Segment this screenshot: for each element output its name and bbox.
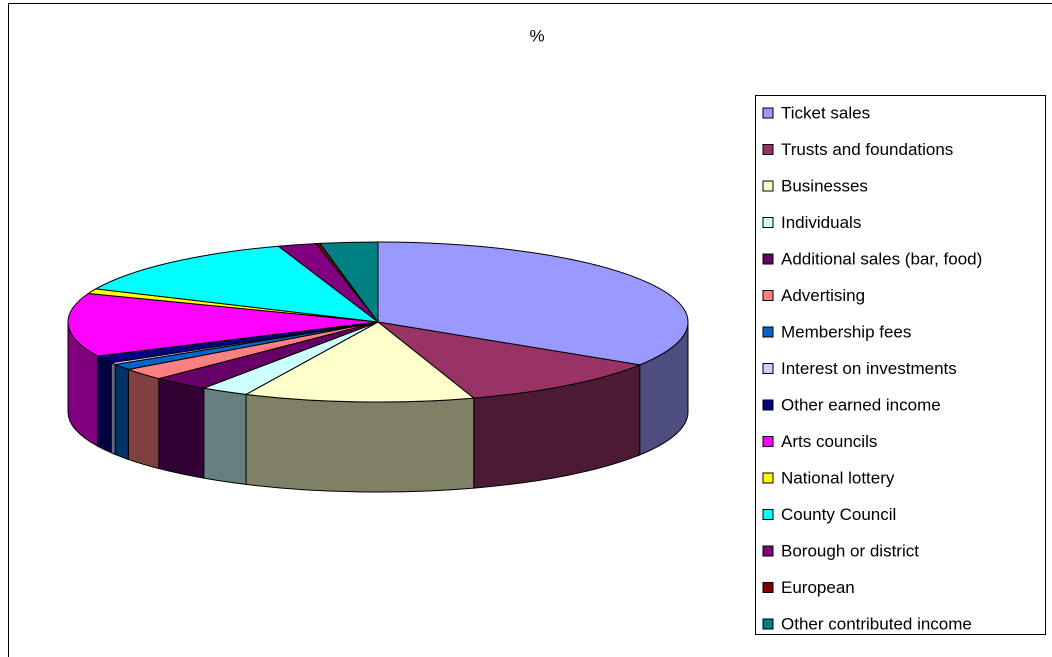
legend-label: Borough or district xyxy=(781,541,919,560)
legend-label: National lottery xyxy=(781,468,895,487)
legend-swatch xyxy=(762,180,774,192)
legend-swatch xyxy=(762,618,774,630)
legend-label: Interest on investments xyxy=(781,359,957,378)
legend-label: Other earned income xyxy=(781,395,941,414)
slice-side xyxy=(203,387,247,485)
slice-side xyxy=(110,361,116,456)
legend-swatch xyxy=(762,253,774,265)
legend-label: Additional sales (bar, food) xyxy=(781,249,982,268)
legend-swatch xyxy=(762,399,774,411)
legend-swatch xyxy=(762,472,774,484)
legend-label: Other contributed income xyxy=(781,614,972,633)
legend-label: Businesses xyxy=(781,176,868,195)
legend-label: Advertising xyxy=(781,286,865,305)
slice xyxy=(94,245,380,323)
slice-side xyxy=(127,368,160,470)
legend-swatch xyxy=(762,545,774,557)
slice xyxy=(318,241,379,324)
slice xyxy=(244,321,476,403)
legend-swatch xyxy=(762,217,774,228)
legend: Ticket sales Trusts and foundations Busine… xyxy=(762,103,982,633)
chart-title: % xyxy=(529,26,544,45)
slice xyxy=(377,241,689,366)
legend-swatch xyxy=(762,436,774,447)
legend-label: Arts councils xyxy=(781,432,877,451)
legend-swatch xyxy=(762,290,774,301)
slice xyxy=(376,321,642,399)
slice-side xyxy=(97,355,112,454)
legend-label: Ticket sales xyxy=(781,103,870,122)
slice-side xyxy=(158,377,205,479)
legend-swatch xyxy=(762,144,774,155)
slice xyxy=(67,292,379,357)
legend-swatch xyxy=(762,326,774,338)
legend-label: European xyxy=(781,578,855,597)
pie xyxy=(67,241,689,493)
legend-swatch xyxy=(762,107,774,119)
slice-side xyxy=(245,393,475,493)
legend-box xyxy=(755,95,1046,635)
legend-label: Individuals xyxy=(781,213,861,232)
legend-label: Membership fees xyxy=(781,322,911,341)
legend-label: Trusts and foundations xyxy=(781,140,953,159)
slice-side xyxy=(114,363,129,461)
legend-swatch xyxy=(762,509,774,520)
legend-swatch xyxy=(762,363,774,374)
legend-swatch xyxy=(762,582,774,593)
legend-label: County Council xyxy=(781,505,896,524)
